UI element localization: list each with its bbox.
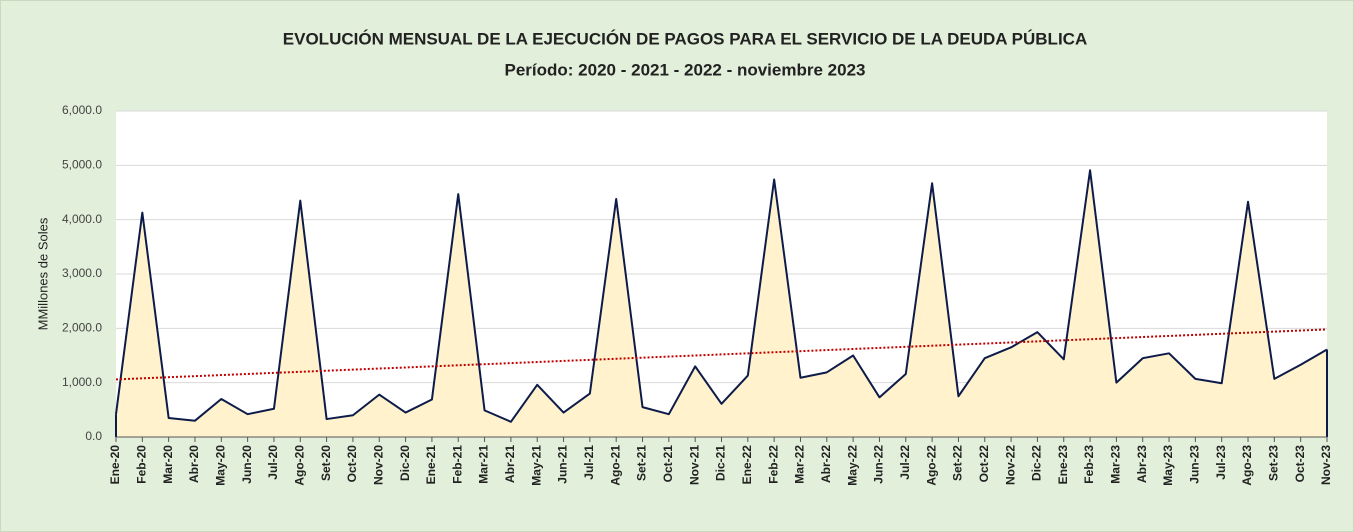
x-tick-label: Set-21: [635, 445, 649, 481]
x-tick-label: Mar-22: [793, 445, 807, 484]
x-tick-label: Jun-23: [1188, 445, 1202, 484]
x-tick-label: Ago-21: [608, 445, 622, 486]
y-tick-label: 5,000.0: [62, 158, 102, 172]
x-tick-label: Jul-22: [898, 445, 912, 480]
x-tick-label: May-21: [529, 445, 543, 486]
y-tick-label: 3,000.0: [62, 266, 102, 280]
y-tick-label: 0.0: [85, 429, 102, 443]
x-tick-label: Oct-21: [661, 445, 675, 483]
x-tick-label: Feb-23: [1082, 445, 1096, 484]
data-line: [115, 169, 1328, 423]
x-tick-label: Jun-21: [556, 445, 570, 484]
x-tick-label: Ene-22: [740, 445, 754, 485]
x-tick-label: Mar-23: [1109, 445, 1123, 484]
y-tick-label: 4,000.0: [62, 212, 102, 226]
x-tick-label: May-23: [1161, 445, 1175, 486]
x-tick-label: Ene-23: [1056, 445, 1070, 485]
x-tick-label: Jul-23: [1214, 445, 1228, 480]
x-tick-label: Ene-21: [424, 445, 438, 485]
x-tick-label: Nov-23: [1319, 445, 1333, 485]
x-tick-label: Abr-20: [187, 445, 201, 483]
x-tick-label: Oct-22: [977, 445, 991, 483]
x-tick-label: Oct-20: [345, 445, 359, 483]
x-tick-label: Dic-21: [714, 445, 728, 481]
x-tick-label: Nov-20: [371, 445, 385, 485]
x-tick-label: Dic-22: [1030, 445, 1044, 481]
x-tick-label: Feb-21: [450, 445, 464, 484]
x-tick-label: Set-20: [319, 445, 333, 481]
x-tick-label: Nov-21: [687, 445, 701, 485]
x-tick-label: Ago-20: [292, 445, 306, 486]
x-tick-label: Mar-21: [477, 445, 491, 484]
y-axis-label: MMillones de Soles: [35, 217, 50, 330]
x-tick-label: Jun-20: [240, 445, 254, 484]
x-tick-label: Set-23: [1267, 445, 1281, 481]
area-fill: [116, 170, 1327, 437]
x-tick-label: Jun-22: [872, 445, 886, 484]
y-tick-label: 1,000.0: [62, 375, 102, 389]
x-tick-label: Ene-20: [108, 445, 122, 485]
x-tick-label: Abr-22: [819, 445, 833, 483]
x-tick-label: May-22: [845, 445, 859, 486]
y-tick-label: 6,000.0: [62, 103, 102, 117]
x-tick-label: Feb-20: [134, 445, 148, 484]
x-tick-label: Set-22: [951, 445, 965, 481]
x-tick-label: Feb-22: [766, 445, 780, 484]
x-tick-label: Dic-20: [398, 445, 412, 481]
x-tick-label: Abr-23: [1135, 445, 1149, 483]
x-tick-label: Jul-20: [266, 445, 280, 480]
x-tick-label: Abr-21: [503, 445, 517, 483]
x-tick-label: Nov-22: [1003, 445, 1017, 485]
chart-title: EVOLUCIÓN MENSUAL DE LA EJECUCIÓN DE PAG…: [283, 29, 1087, 48]
x-tick-label: Ago-22: [924, 445, 938, 486]
x-tick-label: Jul-21: [582, 445, 596, 480]
y-tick-label: 2,000.0: [62, 321, 102, 335]
chart-subtitle: Período: 2020 - 2021 - 2022 - noviembre …: [505, 60, 866, 79]
x-tick-label: Ago-23: [1240, 445, 1254, 486]
x-tick-label: Mar-20: [161, 445, 175, 484]
x-tick-label: May-20: [213, 445, 227, 486]
x-tick-label: Oct-23: [1293, 445, 1307, 483]
